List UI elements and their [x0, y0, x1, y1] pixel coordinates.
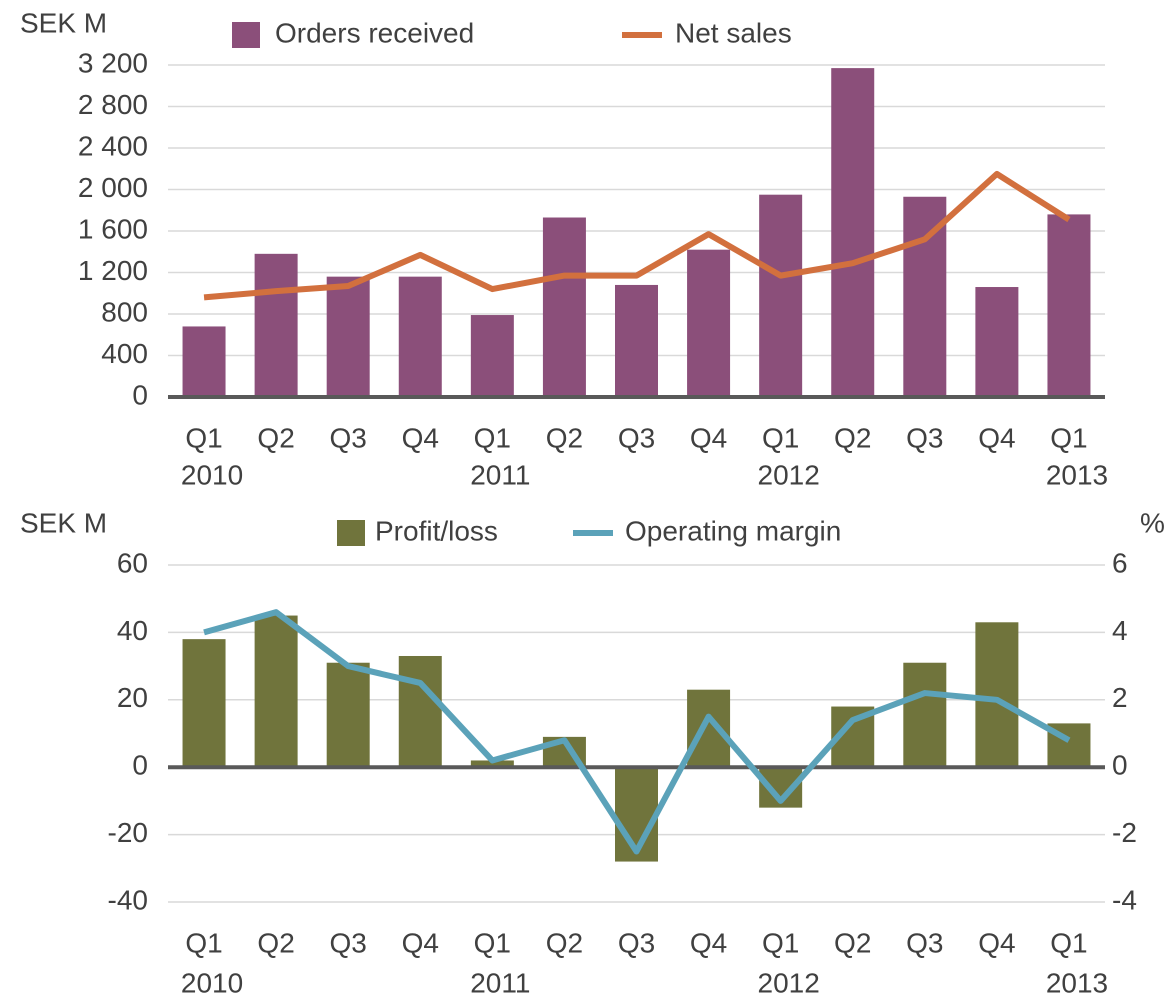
- x-tick-year: 2013: [1046, 967, 1108, 998]
- x-tick-label: Q1: [474, 422, 511, 453]
- legend-swatch: [337, 520, 365, 546]
- y-tick-label: -40: [108, 884, 148, 915]
- x-tick-label: Q2: [834, 422, 871, 453]
- y2-tick-label: 6: [1112, 547, 1128, 578]
- x-tick-label: Q3: [330, 927, 367, 958]
- line: [203, 170, 1071, 301]
- y-tick-label: -20: [108, 817, 148, 848]
- bar: [398, 276, 442, 397]
- x-tick-label: Q3: [330, 422, 367, 453]
- bar: [1047, 214, 1091, 397]
- bar: [975, 622, 1019, 768]
- x-tick-label: Q1: [1050, 422, 1087, 453]
- y-tick-label: 2 000: [78, 172, 148, 203]
- y-tick-label: 0: [132, 750, 148, 781]
- y2-tick-label: 0: [1112, 750, 1128, 781]
- x-tick-label: Q1: [762, 927, 799, 958]
- bar: [398, 655, 442, 768]
- y-tick-label: 1 600: [78, 213, 148, 244]
- y2-tick-label: -4: [1112, 884, 1137, 915]
- y2-tick-label: -2: [1112, 817, 1137, 848]
- bar: [831, 68, 875, 398]
- x-tick-label: Q4: [978, 422, 1015, 453]
- bar: [254, 253, 298, 397]
- x-tick-label: Q3: [906, 422, 943, 453]
- bar: [470, 315, 514, 397]
- x-tick-label: Q3: [618, 927, 655, 958]
- bar: [470, 760, 514, 768]
- x-tick-label: Q4: [402, 422, 439, 453]
- bar: [615, 284, 658, 397]
- bar: [687, 249, 731, 397]
- bar: [326, 662, 370, 768]
- x-tick-year: 2012: [758, 967, 820, 998]
- x-tick-year: 2011: [470, 459, 530, 490]
- x-tick-year: 2011: [470, 967, 530, 998]
- x-tick-label: Q2: [546, 927, 583, 958]
- bar: [903, 662, 947, 768]
- x-tick-label: Q2: [546, 422, 583, 453]
- x-tick-label: Q1: [474, 927, 511, 958]
- bar: [687, 689, 731, 768]
- y-tick-label: 2 400: [78, 130, 148, 161]
- bar: [182, 639, 226, 768]
- y2-axis-title: %: [1140, 507, 1165, 538]
- x-tick-label: Q4: [690, 422, 727, 453]
- bar: [759, 194, 803, 397]
- y-tick-label: 800: [101, 296, 148, 327]
- x-tick-label: Q3: [618, 422, 655, 453]
- x-tick-label: Q2: [257, 927, 294, 958]
- bar: [254, 615, 298, 768]
- x-tick-label: Q4: [978, 927, 1015, 958]
- x-tick-label: Q2: [834, 927, 871, 958]
- y2-tick-label: 2: [1112, 682, 1128, 713]
- x-tick-label: Q4: [402, 927, 439, 958]
- x-tick-year: 2012: [758, 459, 820, 490]
- x-tick-year: 2010: [181, 459, 243, 490]
- legend-label: Profit/loss: [375, 515, 498, 546]
- y-tick-label: 40: [117, 615, 148, 646]
- y-tick-label: 60: [117, 547, 148, 578]
- x-tick-label: Q2: [257, 422, 294, 453]
- y-tick-label: 20: [117, 682, 148, 713]
- y-axis-title: SEK M: [20, 507, 107, 538]
- x-tick-year: 2010: [181, 967, 243, 998]
- y-tick-label: 2 800: [78, 89, 148, 120]
- legend-label: Orders received: [275, 17, 474, 48]
- bar: [182, 326, 226, 397]
- y-tick-label: 3 200: [78, 47, 148, 78]
- x-tick-label: Q3: [906, 927, 943, 958]
- legend-swatch: [232, 22, 260, 48]
- legend-label: Net sales: [675, 17, 792, 48]
- x-tick-year: 2013: [1046, 459, 1108, 490]
- line: [203, 609, 1071, 855]
- y-tick-label: 1 200: [78, 255, 148, 286]
- bar: [326, 276, 370, 397]
- x-tick-label: Q1: [762, 422, 799, 453]
- y2-tick-label: 4: [1112, 615, 1128, 646]
- x-tick-label: Q1: [185, 927, 222, 958]
- x-tick-label: Q4: [690, 927, 727, 958]
- bar: [542, 217, 586, 397]
- x-tick-label: Q1: [1050, 927, 1087, 958]
- y-tick-label: 0: [132, 379, 148, 410]
- y-tick-label: 400: [101, 338, 148, 369]
- x-tick-label: Q1: [185, 422, 222, 453]
- legend-label: Operating margin: [625, 515, 841, 546]
- y-axis-title: SEK M: [20, 7, 107, 38]
- bar: [975, 287, 1019, 397]
